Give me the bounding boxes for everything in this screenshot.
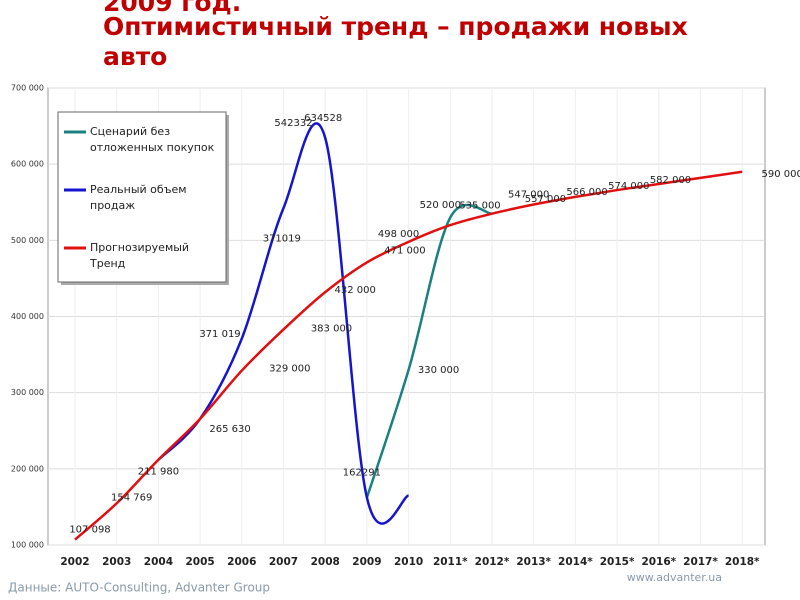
- value-label: 542332: [274, 118, 312, 129]
- source: Данные: AUTO-Consulting, Advanter Group: [8, 581, 270, 595]
- value-label: 162291: [343, 468, 381, 479]
- value-label: 566 000: [566, 187, 607, 198]
- value-label: 383 000: [311, 323, 352, 334]
- series-line: [157, 122, 410, 525]
- x-tick-label: 2010: [394, 556, 423, 568]
- x-tick-label: 2018*: [725, 556, 760, 568]
- x-tick-label: 2012*: [475, 556, 510, 568]
- x-tick-label: 2008: [311, 556, 340, 568]
- x-tick-label: 2015*: [600, 556, 635, 568]
- value-label: 330 000: [418, 365, 459, 376]
- series-line: [365, 203, 493, 498]
- annotation: 371 019: [199, 329, 240, 340]
- value-label: 520 000: [420, 200, 461, 211]
- y-tick-label: 100 000: [11, 541, 44, 550]
- x-tick-label: 2017*: [683, 556, 718, 568]
- x-tick-label: 2006: [227, 556, 256, 568]
- value-label: 557 000: [525, 194, 566, 205]
- legend-label: Сценарий без отложенных покупок: [90, 125, 215, 154]
- value-label: 582 000: [650, 175, 691, 186]
- value-label: 265 630: [209, 424, 250, 435]
- site: www.advanter.ua: [627, 571, 722, 584]
- y-tick-label: 700 000: [11, 84, 44, 93]
- title-line: авто: [103, 42, 167, 71]
- value-label: 535 000: [459, 201, 500, 212]
- y-tick-label: 400 000: [11, 312, 44, 321]
- value-label: 574 000: [608, 181, 649, 192]
- value-label: 590 000: [762, 169, 800, 180]
- y-tick-label: 600 000: [11, 160, 44, 169]
- x-tick-label: 2005: [185, 556, 214, 568]
- value-label: 634528: [304, 113, 342, 124]
- title-line: 2009 год.: [103, 0, 241, 17]
- value-label: 154 769: [111, 492, 152, 503]
- y-tick-label: 300 000: [11, 388, 44, 397]
- x-tick-label: 2013*: [516, 556, 551, 568]
- series-line: [74, 170, 743, 541]
- legend-label: Прогнозируемый Тренд: [89, 241, 189, 270]
- value-label: 211 980: [138, 467, 179, 478]
- value-label: 432 000: [335, 285, 376, 296]
- x-tick-label: 2011*: [433, 556, 468, 568]
- title-line: Оптимистичный тренд – продажи новых: [103, 12, 688, 41]
- x-tick-label: 2004: [144, 556, 173, 568]
- legend-label: Реальный объем продаж: [90, 183, 187, 212]
- y-tick-label: 200 000: [11, 464, 44, 473]
- x-tick-label: 2014*: [558, 556, 593, 568]
- x-tick-label: 2003: [102, 556, 131, 568]
- x-tick-label: 2007: [269, 556, 298, 568]
- x-tick-label: 2016*: [641, 556, 676, 568]
- value-label: 371019: [263, 234, 301, 245]
- y-tick-label: 500 000: [11, 236, 44, 245]
- x-tick-label: 2002: [60, 556, 89, 568]
- x-tick-label: 2009: [352, 556, 381, 568]
- value-label: 107 098: [69, 525, 110, 536]
- value-label: 498 000: [378, 229, 419, 240]
- value-label: 547 000: [508, 190, 549, 201]
- value-label: 471 000: [384, 245, 425, 256]
- value-label: 329 000: [269, 364, 310, 375]
- legend: [57, 111, 227, 283]
